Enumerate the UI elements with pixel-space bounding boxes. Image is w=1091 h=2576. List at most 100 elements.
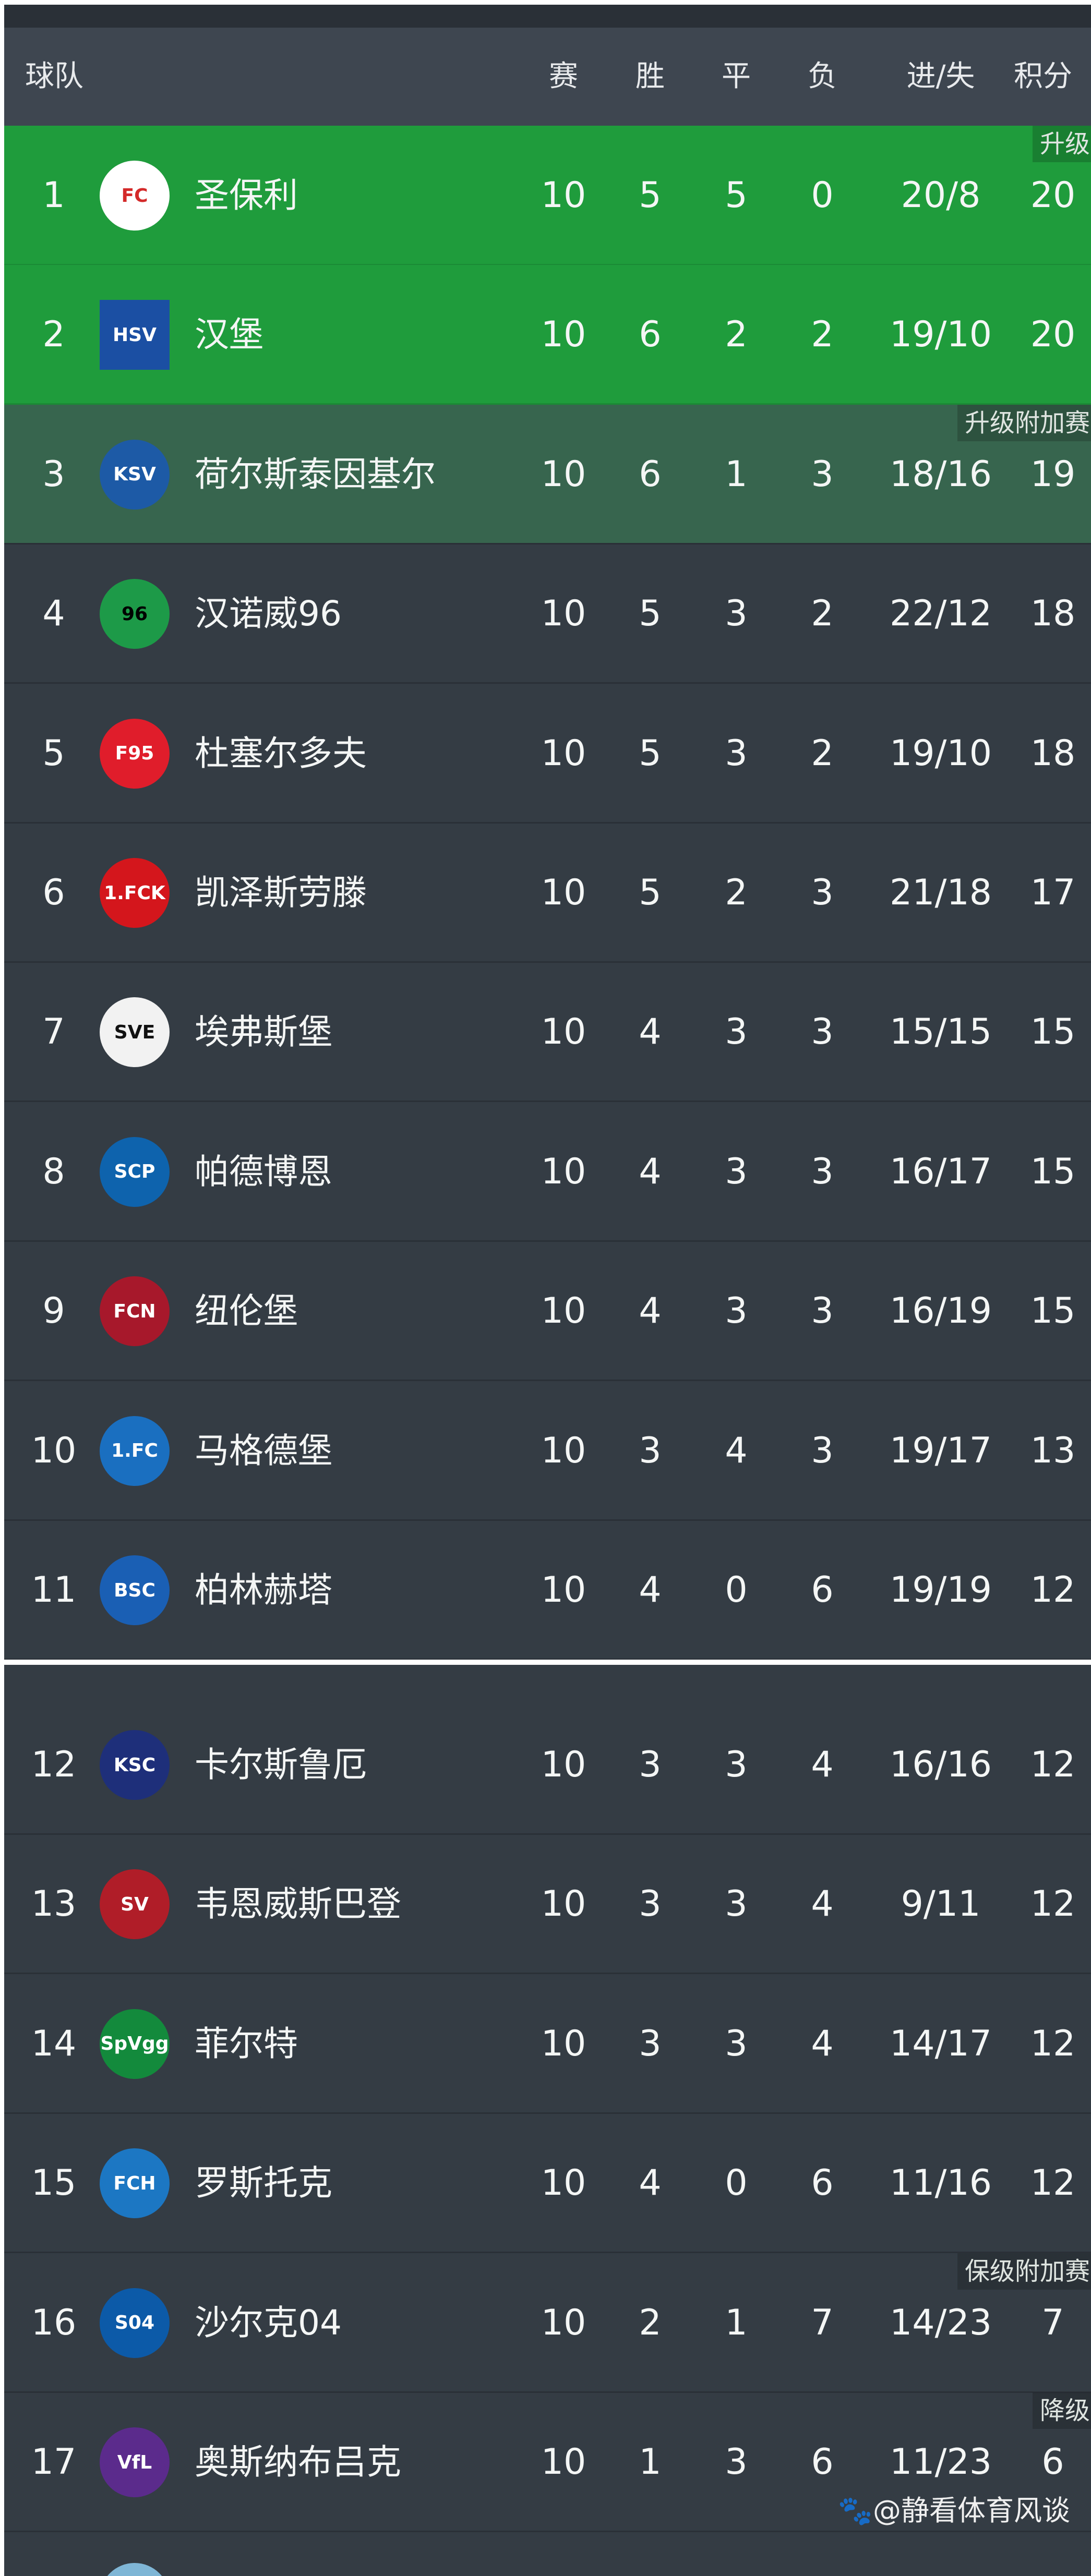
cell-played: 10: [541, 314, 586, 356]
table-row[interactable]: SpVgg 14 菲尔特 10 3 3 4 14/17 12: [4, 1974, 1091, 2114]
cell-points: 12: [1030, 1883, 1076, 1925]
table-row[interactable]: SV 13 韦恩威斯巴登 10 3 3 4 9/11 12: [4, 1834, 1091, 1975]
cell-lost: 2: [811, 593, 834, 635]
hertha-flag-icon: BSC: [100, 1555, 170, 1625]
schalke-crest-icon: S04: [100, 2288, 170, 2358]
cell-goals: 22/12: [890, 593, 992, 635]
cell-drawn: 3: [725, 2023, 748, 2064]
cell-played: 10: [541, 732, 586, 774]
cell-rank: 9: [42, 1290, 65, 1332]
cell-goals: 20/8: [901, 175, 981, 216]
holstein-kiel-crest-icon: KSV: [100, 439, 170, 510]
cell-goals: 9/11: [901, 1883, 981, 1925]
cell-won: 5: [639, 593, 662, 635]
table-row[interactable]: SCP 8 帕德博恩 10 4 3 3 16/17 15: [4, 1102, 1091, 1242]
cell-team: 沙尔克04: [195, 2302, 342, 2343]
cell-team: 圣保利: [195, 175, 298, 215]
elversberg-crest-icon: SVE: [100, 997, 170, 1068]
cell-team: 罗斯托克: [195, 2163, 332, 2204]
table-row[interactable]: FCH 15 罗斯托克 10 4 0 6 11/16 12: [4, 2113, 1091, 2254]
cell-points: 13: [1030, 1430, 1076, 1471]
cell-won: 3: [639, 1744, 662, 1785]
cell-points: 18: [1030, 732, 1076, 774]
cell-drawn: 3: [725, 1011, 748, 1053]
cell-lost: 3: [811, 453, 834, 495]
cell-played: 10: [541, 1569, 586, 1611]
cell-rank: 6: [42, 872, 65, 913]
cell-goals: 15/15: [890, 1011, 992, 1053]
cell-won: 4: [639, 1011, 662, 1053]
cell-drawn: 3: [725, 732, 748, 774]
table-row[interactable]: HSV 2 汉堡 10 6 2 2 19/10 20: [4, 265, 1091, 405]
cell-lost: 4: [811, 1744, 834, 1785]
header-team: 球队: [25, 59, 83, 93]
zone-label: 升级区: [1032, 126, 1091, 162]
cell-points: 7: [1041, 2302, 1064, 2343]
cell-rank: 1: [42, 175, 65, 216]
cell-team: 荷尔斯泰因基尔: [195, 454, 436, 494]
cell-points: 12: [1030, 1744, 1076, 1785]
cell-won: 3: [639, 1883, 662, 1925]
cell-drawn: 3: [725, 2441, 748, 2483]
table-header: 球队 赛 胜 平 负 进/失 积分: [4, 28, 1091, 126]
cell-played: 10: [541, 453, 586, 495]
table-row[interactable]: BSC 11 柏林赫塔 10 4 0 6 19/19 12: [4, 1520, 1091, 1660]
magdeburg-crest-icon: 1.FC: [100, 1416, 170, 1486]
cell-rank: 17: [31, 2441, 77, 2483]
cell-lost: 7: [811, 2302, 834, 2343]
cell-rank: 4: [42, 593, 65, 635]
table-row[interactable]: 1.FCK 6 凯泽斯劳滕 10 5 2 3 21/18 17: [4, 823, 1091, 963]
table-row[interactable]: S04 16 沙尔克04 10 2 1 7 14/23 7 保级附加赛区: [4, 2253, 1091, 2393]
table-row[interactable]: VfL 17 奥斯纳布吕克 10 1 3 6 11/23 6 降级区: [4, 2392, 1091, 2532]
cell-lost: 6: [811, 1569, 834, 1611]
cell-played: 10: [541, 2441, 586, 2483]
cell-points: 15: [1030, 1290, 1076, 1332]
cell-lost: 3: [811, 1290, 834, 1332]
table-row[interactable]: KSC 12 卡尔斯鲁厄 10 3 3 4 16/16 12: [4, 1695, 1091, 1835]
table-row[interactable]: F95 5 杜塞尔多夫 10 5 3 2 19/10 18: [4, 684, 1091, 824]
cell-drawn: 3: [725, 1883, 748, 1925]
table-row[interactable]: SVE 7 埃弗斯堡 10 4 3 3 15/15 15: [4, 962, 1091, 1103]
table-row[interactable]: 1.FC 10 马格德堡 10 3 4 3 19/17 13: [4, 1381, 1091, 1521]
cell-team: 卡尔斯鲁厄: [195, 1745, 367, 1785]
header-points: 积分: [1014, 59, 1072, 93]
rostock-crest-icon: FCH: [100, 2148, 170, 2219]
table-row[interactable]: FC 1 圣保利 10 5 5 0 20/8 20 升级区: [4, 126, 1091, 265]
cell-won: 3: [639, 1430, 662, 1471]
header-lost: 负: [808, 59, 837, 93]
zone-label: 保级附加赛区: [957, 2253, 1091, 2290]
cell-lost: 6: [811, 2441, 834, 2483]
cell-team: 柏林赫塔: [195, 1570, 332, 1610]
cell-played: 10: [541, 593, 586, 635]
hamburg-diamond-icon: HSV: [100, 300, 170, 370]
cell-goals: 11/16: [890, 2162, 992, 2204]
footer-credit: 🐾@静看体育风谈: [838, 2494, 1070, 2528]
table-row-partial[interactable]: [4, 2532, 1091, 2576]
cell-won: 5: [639, 732, 662, 774]
cell-points: 15: [1030, 1011, 1076, 1053]
cell-played: 10: [541, 2023, 586, 2064]
cell-drawn: 3: [725, 1290, 748, 1332]
wehen-crest-icon: SV: [100, 1869, 170, 1940]
header-goals: 进/失: [906, 59, 975, 93]
table-row[interactable]: 96 4 汉诺威96 10 5 3 2 22/12 18: [4, 544, 1091, 684]
zone-label: 降级区: [1032, 2392, 1091, 2429]
cell-goals: 16/17: [890, 1151, 992, 1192]
cell-goals: 19/17: [890, 1430, 992, 1471]
cell-rank: 11: [31, 1569, 77, 1611]
cell-goals: 14/17: [890, 2023, 992, 2064]
cell-played: 10: [541, 1430, 586, 1471]
cell-rank: 5: [42, 732, 65, 774]
cell-won: 4: [639, 1569, 662, 1611]
cell-lost: 2: [811, 314, 834, 356]
table-row[interactable]: FCN 9 纽伦堡 10 4 3 3 16/19 15: [4, 1241, 1091, 1382]
footer-credit-text: @静看体育风谈: [873, 2494, 1070, 2527]
cell-goals: 16/19: [890, 1290, 992, 1332]
cell-won: 4: [639, 1151, 662, 1192]
paderborn-crest-icon: SCP: [100, 1136, 170, 1207]
cell-points: 20: [1030, 175, 1076, 216]
cell-team: 汉堡: [195, 315, 263, 355]
table-row[interactable]: KSV 3 荷尔斯泰因基尔 10 6 1 3 18/16 19 升级附加赛区: [4, 404, 1091, 545]
st-pauli-crest-icon: FC: [100, 161, 170, 231]
fcn-crest-icon: FCN: [100, 1276, 170, 1347]
